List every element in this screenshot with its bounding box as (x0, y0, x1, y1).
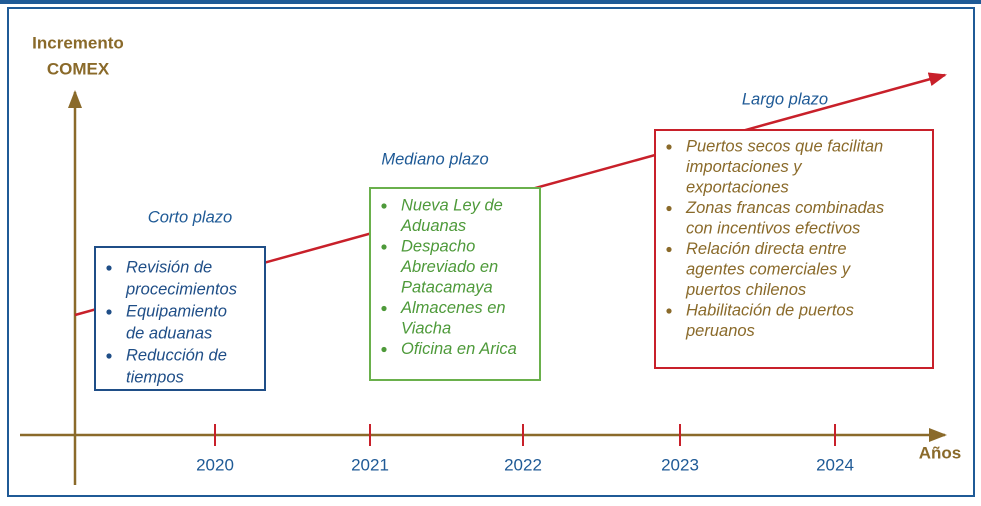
year-label: 2024 (816, 455, 854, 474)
year-label: 2020 (196, 455, 234, 474)
item-text: Zonas francas combinadas (685, 199, 884, 217)
phase-box (94, 246, 266, 391)
bullet (666, 246, 672, 253)
item-text: Relación directa entre (686, 240, 847, 258)
bullet (666, 308, 672, 314)
item-text: Abreviado en (400, 258, 498, 276)
x-axis-label: Años (919, 443, 962, 462)
year-label: 2022 (504, 455, 542, 474)
item-text: Nueva Ley de (401, 196, 503, 214)
phase-title: Largo plazo (742, 90, 828, 108)
y-axis-label: COMEX (47, 59, 110, 78)
top-band (0, 0, 981, 4)
bullet (666, 205, 672, 212)
item-text: puertos chilenos (685, 281, 806, 299)
item-text: Viacha (401, 319, 451, 337)
item-text: Oficina en Arica (401, 340, 517, 358)
item-text: importaciones y (686, 158, 803, 176)
item-text: Despacho (401, 237, 475, 255)
frame (7, 7, 975, 497)
item-text: con incentivos efectivos (686, 219, 860, 237)
bullet (381, 346, 387, 353)
item-text: Revisión de (126, 258, 212, 276)
phase-box (369, 187, 541, 381)
item-text: tiempos (126, 368, 184, 386)
item-text: Puertos secos que facilitan (686, 137, 883, 155)
item-text: agentes comerciales y (686, 260, 852, 278)
bullet (106, 265, 112, 271)
item-text: Reducción de (126, 346, 227, 364)
phase-box (654, 129, 934, 369)
bullet (381, 203, 387, 209)
phase-title: Corto plazo (148, 208, 232, 226)
y-axis-label: Incremento (32, 33, 124, 52)
item-text: Habilitación de puertos (686, 301, 854, 319)
item-text: procecimientos (125, 280, 237, 298)
item-text: peruanos (685, 322, 755, 340)
item-text: Equipamiento (126, 302, 227, 320)
phase-title: Mediano plazo (381, 150, 488, 168)
item-text: Aduanas (400, 217, 466, 235)
year-label: 2023 (661, 455, 699, 474)
item-text: exportaciones (686, 178, 789, 196)
bullet (106, 353, 112, 359)
bullet (106, 309, 112, 315)
item-text: de aduanas (126, 324, 212, 342)
year-label: 2021 (351, 455, 389, 474)
bullet (381, 305, 387, 312)
bullet (381, 244, 387, 250)
bullet (666, 144, 672, 150)
item-text: Patacamaya (401, 278, 493, 296)
item-text: Almacenes en (400, 299, 506, 317)
